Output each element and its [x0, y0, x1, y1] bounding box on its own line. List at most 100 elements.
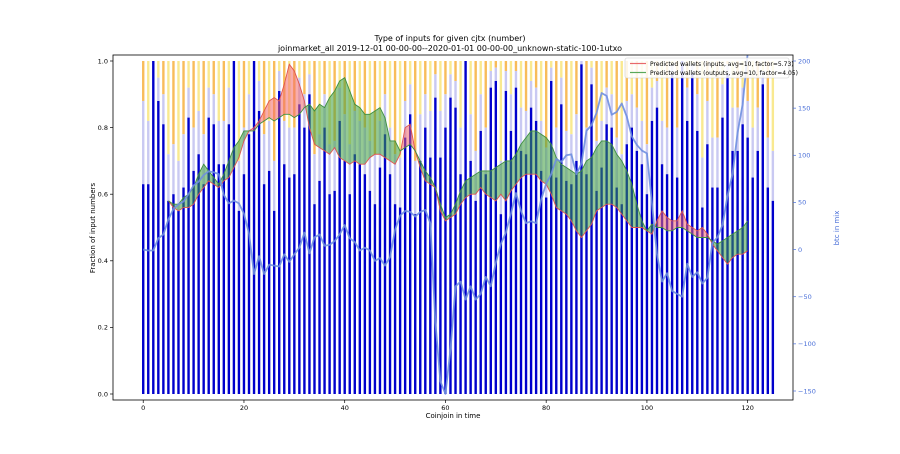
wallet-band-segment — [289, 64, 295, 118]
bar-top-segment — [746, 61, 749, 101]
bar-top-segment — [434, 61, 437, 75]
bar-base-segment — [288, 177, 291, 394]
wallet-band-segment — [657, 210, 663, 228]
bar-base-segment — [711, 187, 714, 394]
wallet-band-segment — [460, 180, 466, 205]
x-tick-label: 40 — [341, 404, 349, 412]
x-tick-label: 0 — [141, 404, 145, 412]
bar-mid-segment — [746, 100, 749, 138]
bar-base-segment — [555, 177, 558, 394]
wallet-band-segment — [208, 170, 214, 185]
bar-base-segment — [388, 174, 392, 394]
bar-mid-segment — [192, 127, 195, 171]
bar-base-segment — [570, 184, 573, 394]
bar-mid-segment — [514, 70, 518, 88]
bar-base-segment — [620, 204, 623, 394]
bar-mid-segment — [293, 127, 296, 175]
bar-top-segment — [388, 61, 392, 128]
wallet-band-segment — [395, 140, 401, 165]
bar-top-segment — [585, 61, 588, 128]
bar-mid-segment — [479, 94, 482, 131]
bar-mid-segment — [187, 87, 190, 118]
wallet-band-segment — [420, 160, 426, 181]
bar-top-segment — [660, 61, 664, 121]
bar-base-segment — [408, 114, 412, 394]
bar-mid-segment — [766, 137, 770, 188]
bar-mid-segment — [449, 74, 452, 98]
bar-base-segment — [162, 124, 165, 395]
bar-mid-segment — [701, 157, 704, 208]
bar-top-segment — [308, 61, 311, 75]
bar-top-segment — [469, 61, 472, 115]
bar-top-segment — [212, 61, 215, 95]
bar-top-segment — [539, 61, 543, 121]
bar-base-segment — [157, 100, 160, 395]
wallet-band-segment — [294, 70, 300, 118]
bar-top-segment — [439, 61, 442, 111]
bar-top-segment — [419, 61, 422, 115]
bar-top-segment — [534, 61, 538, 88]
x-tick-label: 60 — [441, 404, 449, 412]
bar-top-segment — [529, 61, 533, 81]
bar-base-segment — [539, 170, 543, 394]
bar-top-segment — [620, 61, 623, 155]
bar-top-segment — [368, 61, 372, 141]
bar-base-segment — [348, 194, 351, 394]
bar-top-segment — [257, 61, 261, 81]
bar-base-segment — [675, 177, 679, 394]
bar-base-segment — [464, 61, 467, 394]
bar-top-segment — [494, 61, 498, 68]
bar-base-segment — [701, 207, 704, 394]
y2-tick-label: 100 — [798, 152, 810, 160]
bar-base-segment — [293, 174, 296, 394]
bar-mid-segment — [630, 94, 634, 128]
bar-mid-segment — [494, 67, 498, 81]
wallet-band-segment — [601, 140, 607, 208]
bar-base-segment — [590, 84, 593, 394]
bar-mid-segment — [227, 87, 231, 125]
x-tick-label: 80 — [542, 404, 550, 412]
bar-base-segment — [338, 120, 341, 394]
bar-base-segment — [766, 187, 770, 394]
bar-base-segment — [182, 187, 185, 394]
wallet-band-segment — [505, 160, 511, 201]
wallet-band-segment — [254, 120, 260, 131]
wallet-band-segment — [616, 154, 622, 215]
wallet-band-segment — [349, 90, 355, 165]
bar-top-segment — [590, 61, 593, 68]
bar-mid-segment — [414, 160, 417, 215]
bar-mid-segment — [424, 94, 427, 128]
y2-tick-label: 200 — [798, 57, 810, 65]
bar-top-segment — [751, 61, 754, 128]
legend: Predicted wallets (inputs, avg=10, facto… — [624, 57, 798, 79]
bar-mid-segment — [434, 74, 437, 98]
bar-top-segment — [595, 61, 598, 141]
wallet-band-segment — [510, 154, 516, 191]
bar-mid-segment — [142, 100, 145, 185]
bar-base-segment — [585, 174, 588, 394]
bar-top-segment — [267, 61, 271, 121]
bar-mid-segment — [237, 160, 241, 211]
bar-mid-segment — [560, 77, 563, 105]
bar-base-segment — [429, 157, 432, 394]
bar-top-segment — [313, 61, 316, 155]
bar-mid-segment — [706, 100, 709, 145]
bar-top-segment — [756, 61, 759, 108]
bar-base-segment — [363, 174, 367, 394]
bar-mid-segment — [610, 94, 613, 128]
wallet-band-segment — [556, 157, 562, 211]
bar-base-segment — [232, 61, 236, 394]
bar-top-segment — [142, 61, 145, 101]
bar-base-segment — [217, 164, 220, 394]
bar-mid-segment — [650, 87, 654, 121]
wallet-band-segment — [485, 170, 491, 198]
bar-mid-segment — [590, 67, 593, 85]
bar-mid-segment — [368, 140, 372, 191]
bar-top-segment — [706, 61, 709, 101]
bar-base-segment — [489, 87, 492, 394]
bar-base-segment — [147, 184, 150, 394]
bar-top-segment — [424, 61, 427, 95]
wallet-band-segment — [223, 160, 229, 181]
bar-base-segment — [247, 134, 251, 394]
bar-base-segment — [267, 170, 271, 394]
